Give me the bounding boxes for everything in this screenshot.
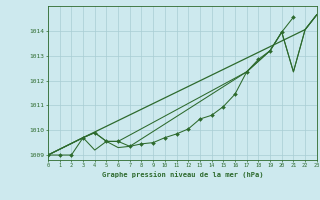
X-axis label: Graphe pression niveau de la mer (hPa): Graphe pression niveau de la mer (hPa) <box>102 171 263 178</box>
